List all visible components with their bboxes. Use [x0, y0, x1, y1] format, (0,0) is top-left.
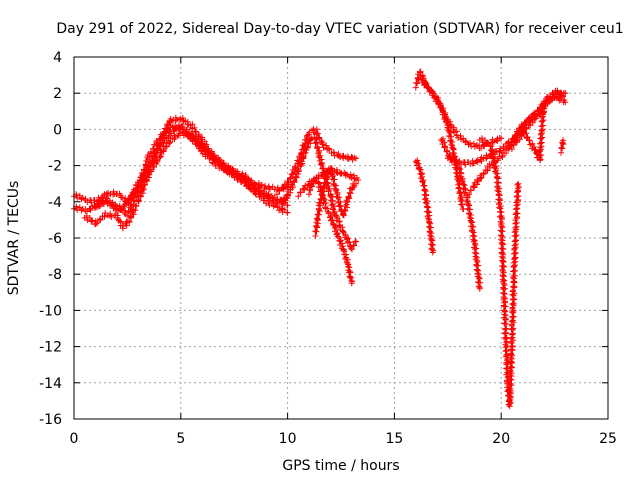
series-arc-2e	[295, 165, 362, 200]
y-tick-label: -4	[48, 195, 62, 211]
series-arc-4e	[558, 137, 567, 156]
series-arc-4d	[519, 87, 567, 164]
y-tick-label: -6	[48, 231, 62, 247]
series-arc-4b	[476, 135, 522, 410]
axis-ticks	[73, 56, 609, 420]
series-markers	[519, 87, 567, 164]
data-points	[71, 68, 569, 410]
x-axis-label: GPS time / hours	[282, 458, 399, 474]
y-tick-label: 4	[53, 50, 62, 66]
series-arc-3a	[412, 157, 437, 256]
y-tick-label: -10	[39, 303, 62, 319]
y-tick-labels: -16 -14 -12 -10 -8 -6 -4 -2 0 2 4	[39, 50, 62, 428]
grid-lines	[74, 57, 608, 419]
y-tick-label: -8	[48, 267, 62, 283]
x-tick-labels: 0 5 10 15 20 25	[70, 431, 617, 447]
y-tick-label: 0	[53, 122, 62, 138]
x-tick-label: 20	[492, 431, 510, 447]
y-tick-label: 2	[53, 86, 62, 102]
y-tick-label: -16	[39, 412, 62, 428]
series-markers	[558, 137, 567, 156]
series-markers	[92, 122, 291, 214]
series-markers	[476, 135, 522, 410]
x-tick-label: 10	[279, 431, 297, 447]
y-axis-label: SDTVAR / TECUs	[6, 181, 22, 296]
y-tick-label: -2	[48, 159, 62, 175]
series-arc-1d	[92, 122, 291, 214]
x-tick-label: 5	[176, 431, 185, 447]
y-tick-label: -14	[39, 376, 62, 392]
chart-title: Day 291 of 2022, Sidereal Day-to-day VTE…	[56, 21, 623, 37]
x-tick-label: 25	[599, 431, 617, 447]
x-tick-label: 15	[385, 431, 403, 447]
x-tick-label: 0	[70, 431, 79, 447]
series-markers	[412, 157, 437, 256]
series-markers	[295, 165, 362, 200]
y-tick-label: -12	[39, 340, 62, 356]
